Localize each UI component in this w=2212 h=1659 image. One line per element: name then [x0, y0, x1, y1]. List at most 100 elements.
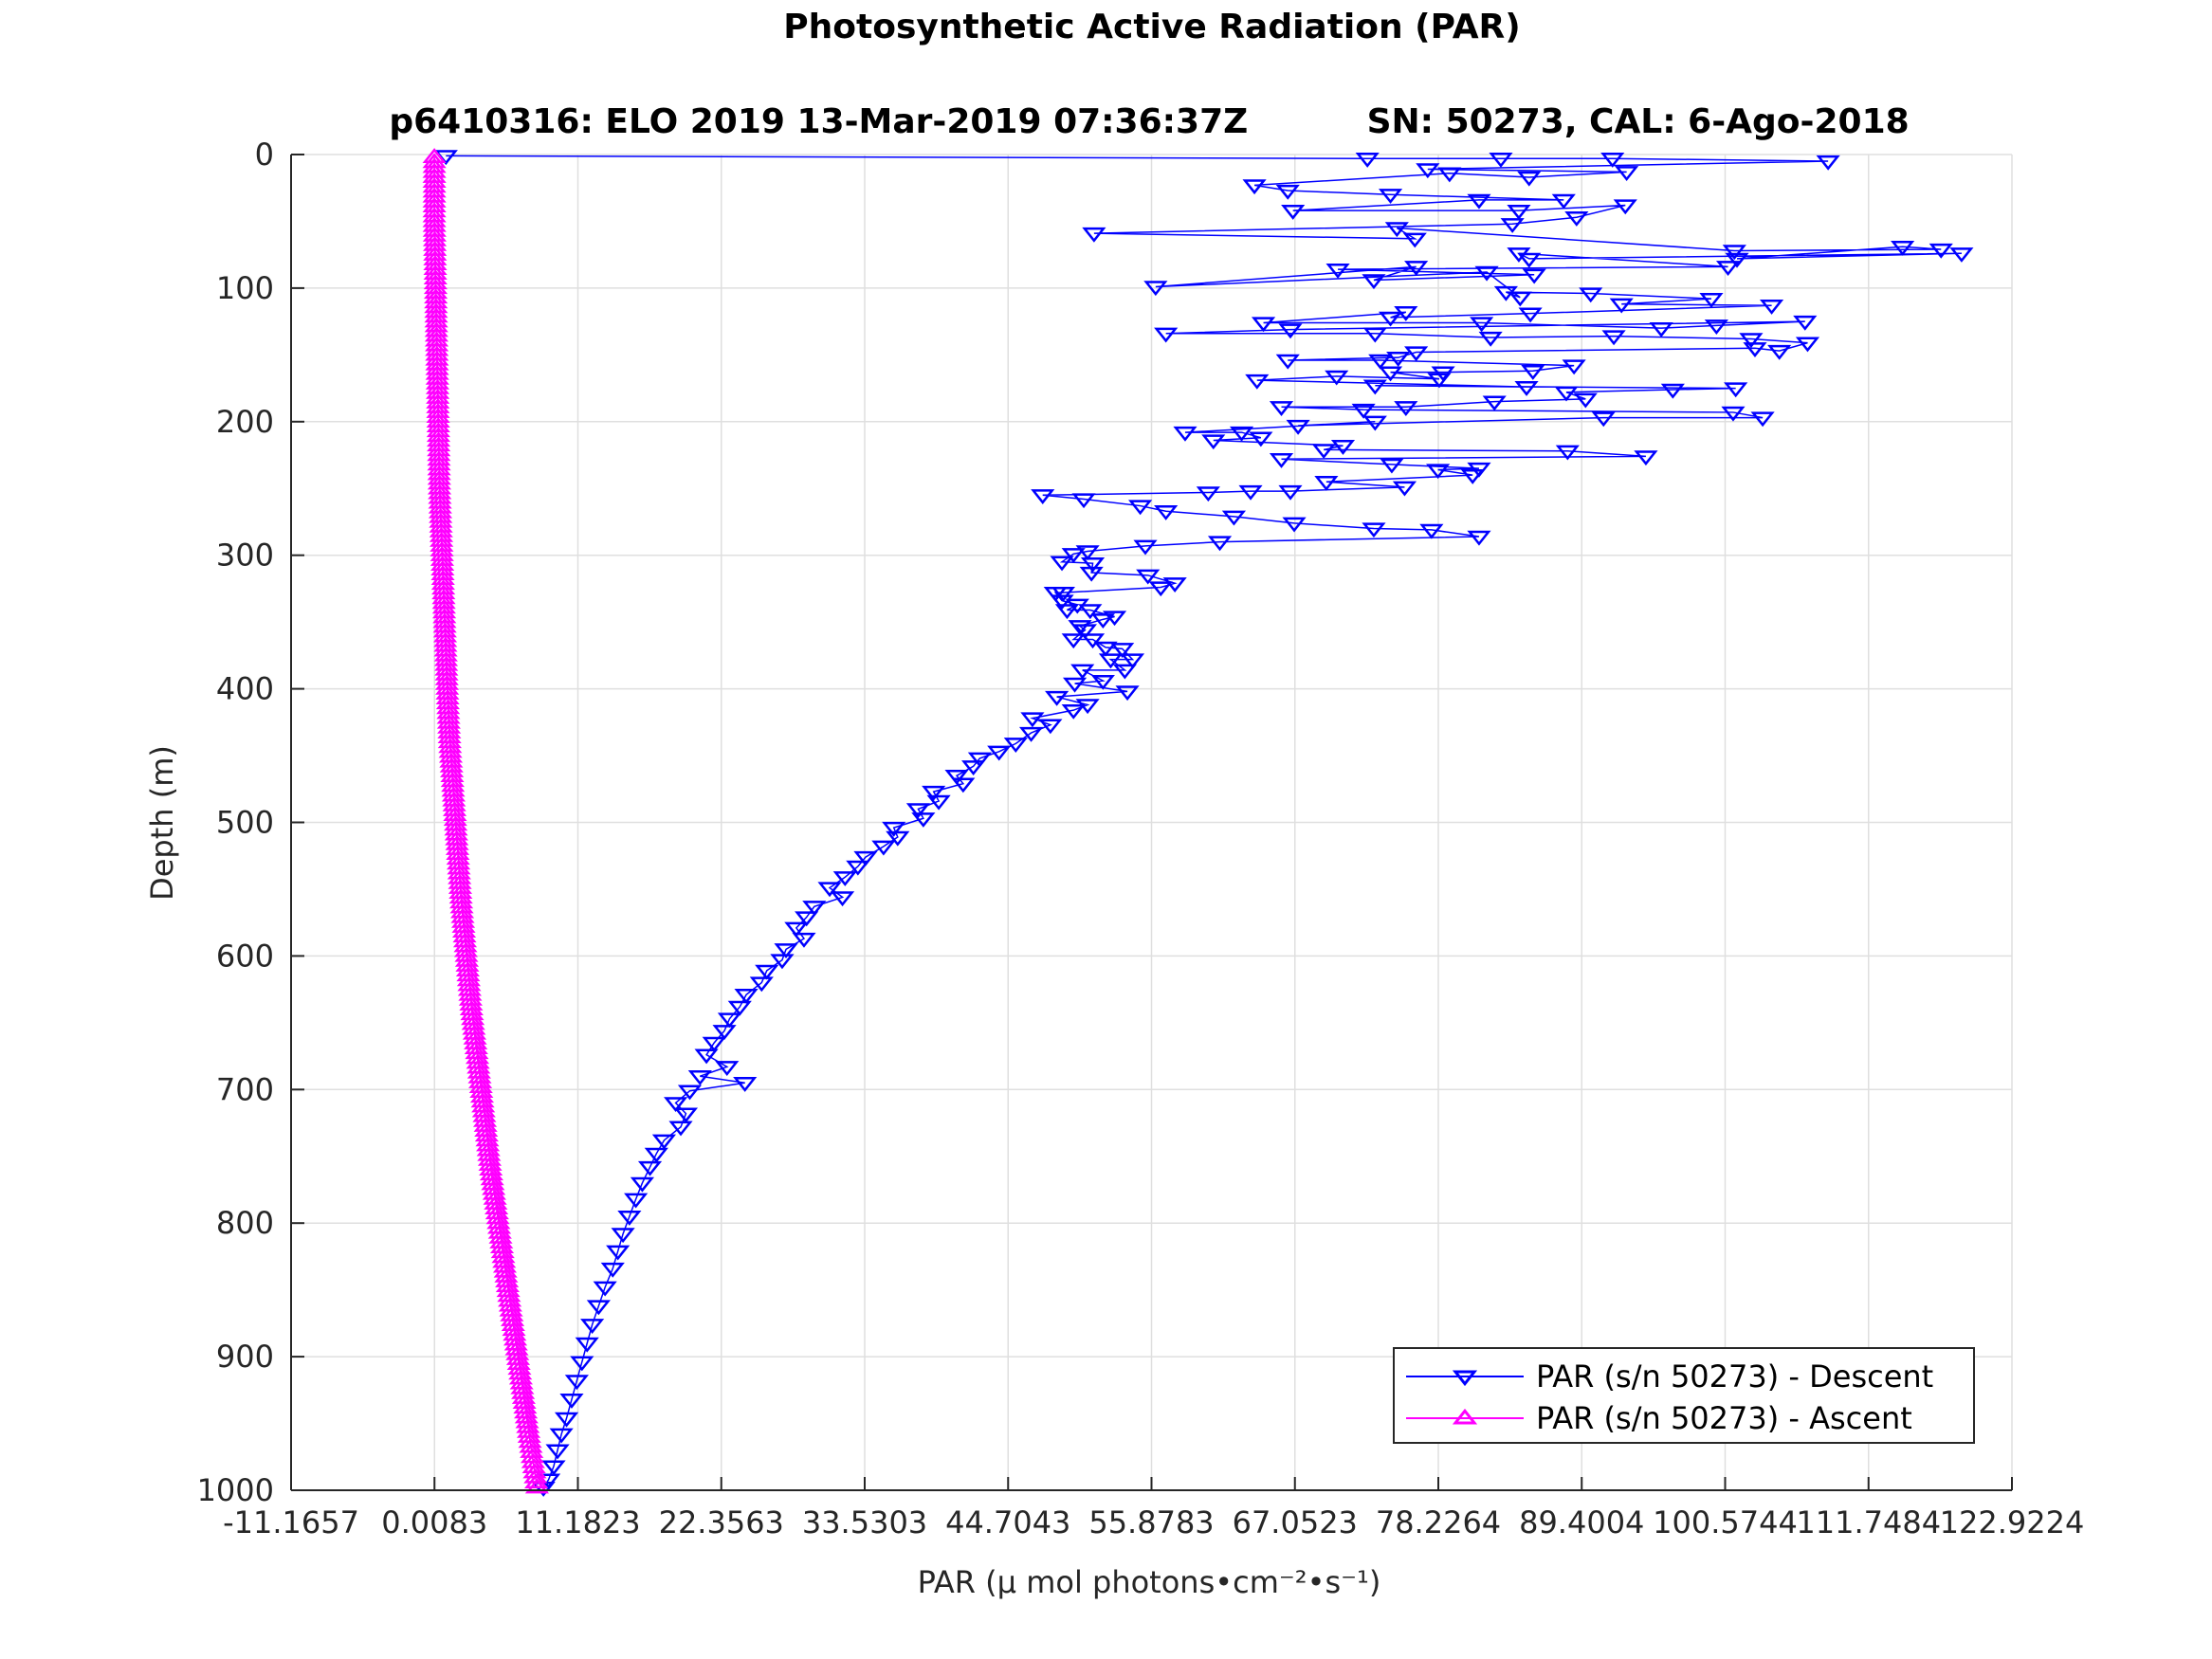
- ascent-point-marker: [427, 455, 451, 471]
- descent-point-marker: [1384, 222, 1409, 238]
- descent-point-marker: [1221, 510, 1247, 526]
- ascent-point-marker: [422, 230, 448, 246]
- descent-point-marker: [1514, 380, 1539, 396]
- descent-point-marker: [1003, 738, 1028, 754]
- ascent-point-marker: [425, 364, 449, 380]
- descent-point-marker: [1522, 268, 1546, 284]
- descent-point-marker: [1649, 321, 1673, 337]
- ascent-point-marker: [426, 417, 450, 433]
- ascent-point-marker: [432, 627, 458, 643]
- descent-point-marker: [727, 1000, 752, 1016]
- x-tick-label: 11.1823: [515, 1504, 640, 1540]
- ascent-point-marker: [430, 556, 455, 571]
- ascent-point-marker: [426, 403, 450, 418]
- ascent-point-marker: [433, 646, 458, 662]
- ascent-point-marker: [434, 669, 459, 685]
- legend: PAR (s/n 50273) - Descent PAR (s/n 50273…: [1393, 1347, 1975, 1444]
- descent-point-marker: [1467, 530, 1491, 546]
- descent-point-marker: [549, 1428, 574, 1444]
- descent-point-marker: [712, 1025, 737, 1040]
- ascent-point-marker: [428, 483, 452, 500]
- ascent-point-marker: [486, 1218, 512, 1234]
- descent-point-marker: [1507, 247, 1531, 263]
- x-tick-label: 22.3563: [659, 1504, 784, 1540]
- descent-point-marker: [1351, 403, 1376, 419]
- descent-point-marker: [1767, 344, 1792, 360]
- descent-point-marker: [1054, 604, 1080, 620]
- descent-point-marker: [1061, 633, 1086, 649]
- descent-point-marker: [1579, 287, 1603, 303]
- ascent-point-marker: [424, 302, 448, 319]
- descent-point-marker: [926, 794, 951, 811]
- descent-point-marker: [774, 943, 798, 959]
- descent-point-marker: [1082, 227, 1106, 243]
- ascent-point-marker: [424, 293, 448, 309]
- descent-point-marker: [1750, 411, 1775, 428]
- descent-point-marker: [1378, 311, 1403, 327]
- descent-point-marker: [1404, 261, 1429, 277]
- descent-point-marker: [1362, 415, 1387, 431]
- descent-point-marker: [784, 921, 809, 938]
- descent-point-marker: [1362, 327, 1387, 343]
- legend-box: [1393, 1347, 1975, 1444]
- descent-point-marker: [911, 812, 936, 828]
- ascent-point-marker: [472, 1111, 498, 1127]
- descent-point-marker: [1609, 298, 1634, 314]
- x-tick-label: 89.4004: [1519, 1504, 1644, 1540]
- ascent-point-marker: [425, 336, 449, 352]
- descent-point-marker: [570, 1356, 594, 1372]
- descent-point-marker: [1394, 306, 1418, 321]
- descent-point-marker: [817, 882, 842, 898]
- descent-point-marker: [1507, 204, 1531, 220]
- ascent-point-marker: [423, 269, 448, 285]
- descent-point-marker: [1120, 653, 1145, 669]
- ascent-point-marker: [466, 1058, 491, 1074]
- descent-point-marker: [1816, 155, 1840, 171]
- descent-point-marker: [580, 1319, 605, 1334]
- descent-point-marker: [1196, 486, 1220, 502]
- descent-point-marker: [1090, 674, 1115, 690]
- descent-point-marker: [1093, 641, 1118, 657]
- y-tick-label: 400: [216, 671, 274, 707]
- descent-point-marker: [1275, 184, 1300, 200]
- descent-point-marker: [1724, 382, 1748, 398]
- descent-point-marker: [792, 932, 816, 948]
- descent-point-marker: [637, 1160, 663, 1176]
- descent-point-marker: [749, 976, 774, 993]
- descent-point-marker: [1518, 307, 1543, 323]
- ascent-point-marker: [422, 153, 447, 169]
- descent-point-marker: [677, 1085, 703, 1101]
- descent-point-marker: [1949, 247, 1974, 263]
- ascent-point-marker: [442, 791, 466, 807]
- descent-point-marker: [1072, 624, 1097, 640]
- legend-descent-marker: [1452, 1370, 1478, 1387]
- descent-point-marker: [1426, 464, 1451, 480]
- ascent-point-marker: [427, 441, 451, 457]
- descent-point-marker: [1386, 351, 1411, 367]
- x-tick-label: 122.9224: [1940, 1504, 2085, 1540]
- descent-point-marker: [564, 1375, 589, 1391]
- x-tick-label: 67.0523: [1233, 1504, 1358, 1540]
- ascent-point-marker: [424, 326, 449, 342]
- descent-point-marker: [1330, 439, 1356, 455]
- ascent-point-marker: [427, 436, 451, 452]
- x-tick-label: 100.5744: [1653, 1504, 1798, 1540]
- ascent-point-marker: [428, 488, 452, 504]
- ascent-point-marker: [425, 345, 449, 361]
- ascent-point-marker: [423, 250, 448, 265]
- ascent-point-marker: [424, 317, 448, 333]
- descent-point-marker: [1564, 211, 1589, 227]
- descent-point-marker: [1269, 453, 1294, 468]
- descent-point-marker: [1173, 426, 1197, 442]
- ascent-point-marker: [428, 493, 452, 509]
- descent-point-marker: [1470, 317, 1494, 333]
- descent-point-marker: [1068, 620, 1092, 636]
- ascent-point-marker: [428, 502, 453, 519]
- ascent-point-marker: [433, 650, 459, 666]
- ascent-point-marker: [446, 845, 470, 861]
- ascent-point-marker: [424, 312, 448, 328]
- descent-point-marker: [1793, 315, 1818, 331]
- descent-point-marker: [1600, 153, 1625, 168]
- descent-point-marker: [1110, 643, 1135, 658]
